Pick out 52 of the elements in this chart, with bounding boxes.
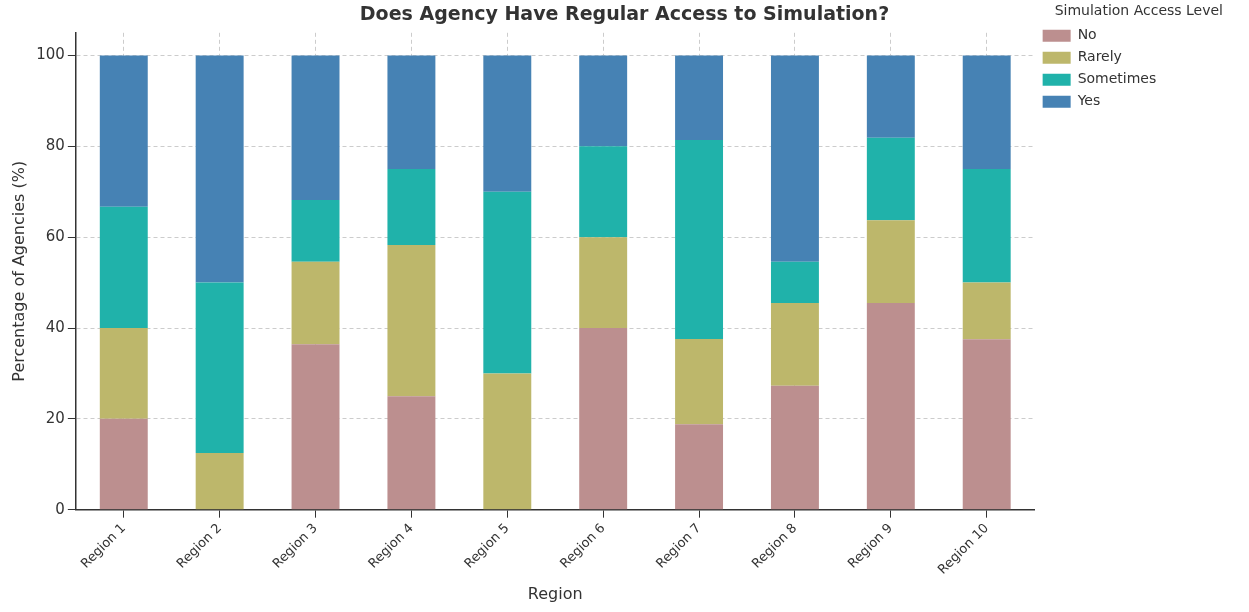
y-tick-label: 20 (45, 408, 65, 427)
bar (962, 169, 1011, 283)
bar (675, 424, 724, 510)
legend-label: No (1077, 26, 1097, 43)
legend-label: Yes (1076, 92, 1101, 109)
x-axis-title: Region (527, 583, 583, 603)
bar (291, 55, 340, 200)
y-tick-label: 100 (36, 45, 65, 64)
bar (579, 55, 628, 147)
bar (962, 339, 1011, 510)
bar (483, 55, 532, 192)
bar (291, 261, 340, 345)
bar (195, 452, 244, 510)
bar (579, 237, 628, 329)
bar (483, 191, 532, 374)
bar (291, 344, 340, 510)
bar (770, 385, 819, 510)
bar (675, 139, 724, 339)
bar (387, 169, 436, 245)
bar (962, 55, 1011, 170)
bar (675, 338, 724, 425)
bar (579, 146, 628, 238)
bar (579, 328, 628, 510)
legend-label: Sometimes (1077, 70, 1157, 87)
bar (99, 328, 148, 419)
y-tick-label: 80 (45, 136, 65, 155)
bar (99, 55, 148, 207)
bar (866, 55, 915, 138)
y-tick-label: 40 (45, 317, 65, 336)
bar (195, 282, 244, 453)
bar (866, 137, 915, 221)
bar (770, 55, 819, 262)
bar (770, 261, 819, 304)
legend-title: Simulation Access Level (1054, 1, 1223, 18)
bar (291, 199, 340, 262)
y-tick-label: 60 (45, 227, 65, 246)
bar (866, 220, 915, 304)
bar (99, 418, 148, 510)
bar (195, 55, 244, 283)
bar (770, 303, 819, 386)
bar (866, 303, 915, 510)
chart-title: Does Agency Have Regular Access to Simulation? (359, 2, 890, 25)
bar (962, 282, 1011, 340)
y-axis-title: Percentage of Agencies (%) (8, 160, 28, 382)
bar (387, 55, 436, 170)
bar (675, 55, 724, 140)
bar (387, 396, 436, 510)
bar (387, 244, 436, 397)
legend-label: Rarely (1077, 48, 1122, 65)
bar (483, 373, 532, 510)
bar (99, 206, 148, 329)
y-tick-label: 0 (55, 499, 65, 518)
